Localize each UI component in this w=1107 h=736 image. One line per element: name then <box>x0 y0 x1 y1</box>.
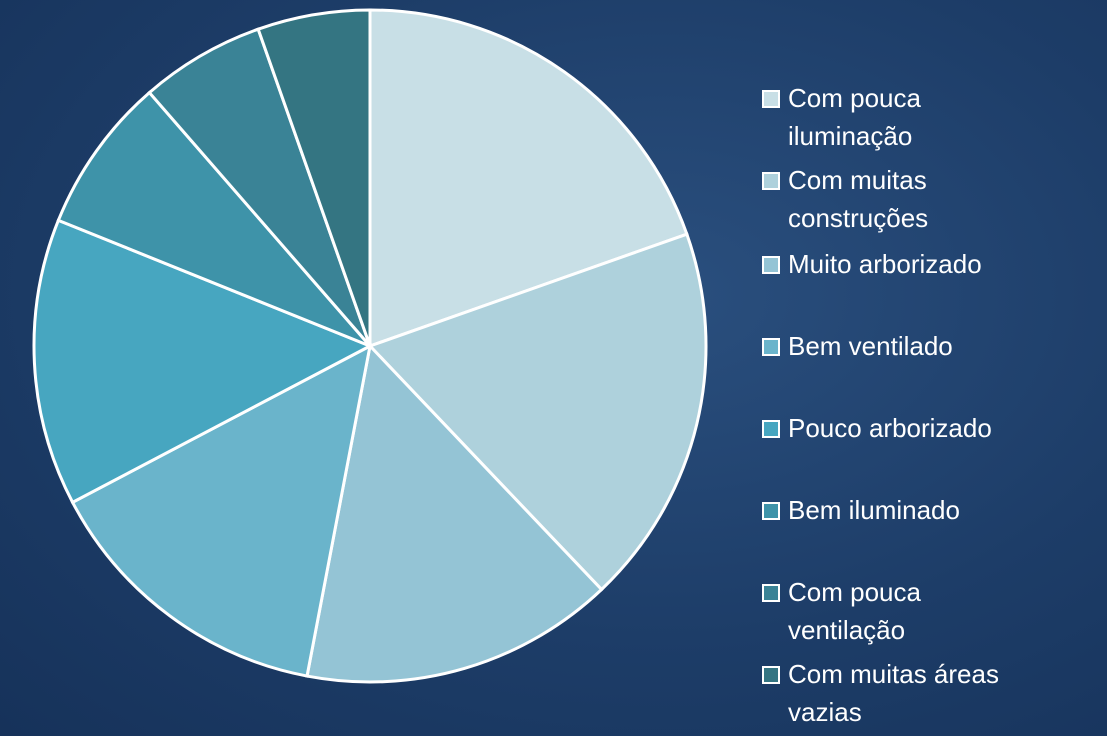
legend-swatch <box>762 584 780 602</box>
legend-swatch <box>762 172 780 190</box>
legend-swatch <box>762 338 780 356</box>
legend-label: Bem iluminado <box>788 495 960 525</box>
legend-item: Com pouca iluminação <box>762 79 1012 155</box>
legend-label: Pouco arborizado <box>788 413 992 443</box>
pie-slice <box>147 27 372 347</box>
legend-swatch <box>762 256 780 274</box>
legend-label: Com pouca ventilação <box>788 577 921 645</box>
legend-label: Com muitas construções <box>788 165 929 233</box>
legend-item: Muito arborizado <box>762 245 1012 283</box>
legend-swatch <box>762 420 780 438</box>
pie-slice <box>70 343 373 678</box>
legend-item: Bem ventilado <box>762 327 1012 365</box>
legend-item: Pouco arborizado <box>762 409 1012 447</box>
pie-slice <box>32 218 374 505</box>
legend-label: Bem ventilado <box>788 331 953 361</box>
legend-label: Com muitas áreas vazias <box>788 659 999 727</box>
legend-label: Muito arborizado <box>788 249 982 279</box>
legend-item: Com muitas construções <box>762 161 1012 237</box>
pie-slice <box>256 8 372 347</box>
legend-swatch <box>762 666 780 684</box>
legend-item: Bem iluminado <box>762 491 1012 529</box>
legend-swatch <box>762 502 780 520</box>
legend-item: Com muitas áreas vazias <box>762 655 1012 731</box>
pie-slice <box>305 342 604 684</box>
pie-slice <box>367 232 708 592</box>
legend-label: Com pouca iluminação <box>788 83 921 151</box>
legend-swatch <box>762 90 780 108</box>
pie-slice <box>56 90 372 348</box>
legend-item: Com pouca ventilação <box>762 573 1012 649</box>
